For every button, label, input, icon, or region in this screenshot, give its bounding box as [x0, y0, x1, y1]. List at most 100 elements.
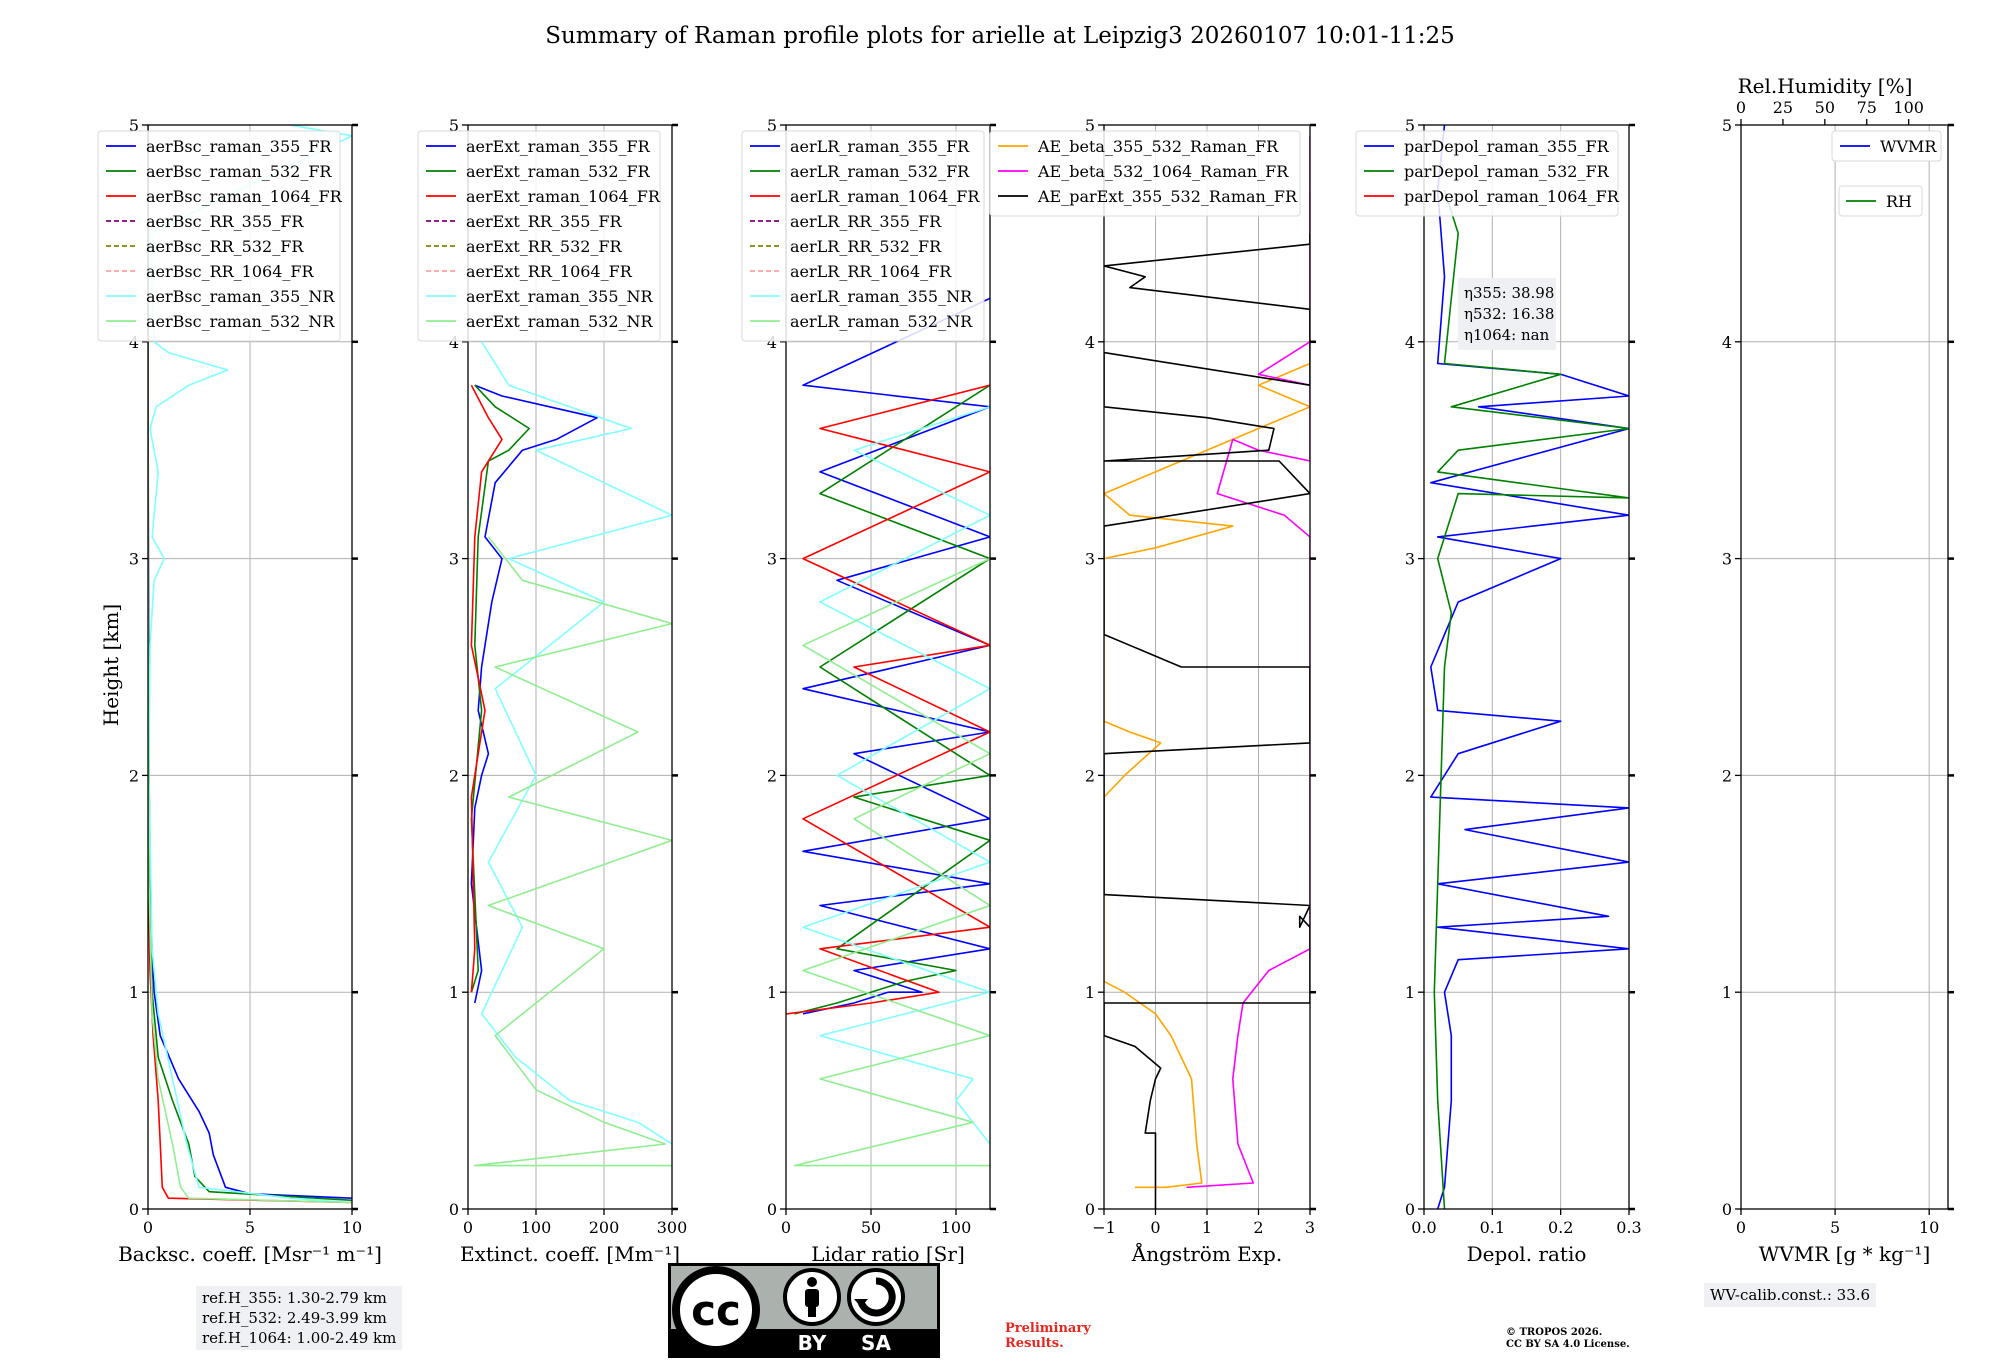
x-tick-label: 300: [657, 1218, 688, 1237]
x-tick-label: −1: [1092, 1218, 1116, 1237]
legend-label: AE_beta_532_1064_Raman_FR: [1037, 162, 1289, 181]
y-tick-label: 3: [449, 550, 459, 569]
legend-label: aerLR_raman_1064_FR: [790, 187, 980, 206]
y-tick-label: 0: [449, 1200, 459, 1219]
legend-label: aerBsc_raman_532_FR: [146, 162, 332, 181]
y-tick-label: 0: [1085, 1200, 1095, 1219]
y-tick-label: 0: [1722, 1200, 1732, 1219]
top-tick-label: 25: [1773, 98, 1793, 117]
y-tick-label: 2: [449, 766, 459, 785]
copyright-line-2: CC BY SA 4.0 License.: [1506, 1339, 1630, 1350]
legend-box: [1831, 130, 1942, 162]
y-tick-label: 5: [449, 116, 459, 135]
y-tick-label: 2: [1405, 766, 1415, 785]
series-line-parDepol_raman_355_FR: [1430, 125, 1629, 1209]
series-line-AE_beta_532_1064_Raman_FR: [1186, 135, 1310, 1189]
eta-value: η1064: nan: [1464, 326, 1550, 344]
y-tick-label: 5: [767, 116, 777, 135]
legend-label: parDepol_raman_532_FR: [1404, 162, 1610, 181]
series-line-parDepol_raman_532_FR: [1433, 189, 1629, 1209]
legend-label: aerBsc_RR_532_FR: [146, 237, 304, 256]
legend-label: aerLR_RR_532_FR: [790, 237, 942, 256]
legend-label: aerLR_RR_355_FR: [790, 212, 942, 231]
x-axis-label: Extinct. coeff. [Mm⁻¹]: [460, 1242, 680, 1266]
legend-label: aerLR_RR_1064_FR: [790, 262, 952, 281]
x-tick-label: 5: [245, 1218, 255, 1237]
legend-label: aerLR_raman_532_FR: [790, 162, 970, 181]
x-tick-label: 3: [1305, 1218, 1315, 1237]
y-tick-label: 5: [1722, 116, 1732, 135]
legend-label: aerBsc_raman_1064_FR: [146, 187, 343, 206]
figure-title: Summary of Raman profile plots for ariel…: [545, 23, 1455, 49]
y-tick-label: 4: [767, 333, 777, 352]
eta-annotation: η355: 38.98 η532: 16.38 η1064: nan: [1458, 278, 1556, 350]
legend-label: aerExt_raman_1064_FR: [466, 187, 661, 206]
legend-box: [1838, 185, 1923, 217]
series-group: [1430, 125, 1629, 1209]
x-axis-label: WVMR [g * kg⁻¹]: [1759, 1242, 1931, 1266]
preliminary-line-2: Results.: [1005, 1336, 1064, 1351]
panel-extinction: 0 1 2 3 4 5 0 100 200 300 Extinct. coeff. [Mm⁻¹] ae…: [417, 116, 688, 1266]
legend-box: [741, 130, 985, 342]
legend-label: aerExt_RR_355_FR: [466, 212, 623, 231]
y-tick-label: 2: [767, 766, 777, 785]
y-tick-label: 4: [449, 333, 459, 352]
legend-label: aerBsc_raman_532_NR: [146, 312, 335, 331]
y-tick-label: 0: [129, 1200, 139, 1219]
y-tick-label: 4: [129, 333, 139, 352]
axes-frame: [467, 124, 673, 1210]
series-line-AE_parExt_355_532_Raman_FR: [1104, 233, 1310, 1209]
y-tick-label: 4: [1722, 333, 1732, 352]
legend: parDepol_raman_355_FR parDepol_raman_532_…: [1355, 130, 1620, 217]
y-tick-label: 4: [1405, 333, 1415, 352]
y-tick-label: 4: [1085, 333, 1095, 352]
x-axis-label: Ångström Exp.: [1131, 1241, 1282, 1266]
series-line-aerExt_raman_1064_FR: [470, 384, 503, 993]
ref-h-355: ref.H_355: 1.30-2.79 km: [202, 1289, 387, 1307]
series-line-AE_beta_355_532_Raman_FR: [1104, 190, 1310, 1189]
series-line-aerBsc_raman_355_NR: [148, 125, 352, 1204]
x-tick-label: 2: [1253, 1218, 1263, 1237]
copyright-line-1: © TROPOS 2026.: [1506, 1327, 1603, 1338]
top-axis-label: Rel.Humidity [%]: [1738, 74, 1913, 98]
x-tick-label: 0.2: [1548, 1218, 1573, 1237]
legend-label: aerLR_raman_532_NR: [790, 312, 973, 331]
legend: AE_beta_355_532_Raman_FR AE_beta_532_1064…: [989, 130, 1301, 217]
x-tick-label: 10: [1919, 1218, 1939, 1237]
y-tick-label: 3: [1085, 550, 1095, 569]
series-line-aerExt_raman_355_NR: [480, 341, 672, 1145]
y-tick-label: 5: [1085, 116, 1095, 135]
series-line-aerExt_raman_532_NR: [474, 536, 672, 1167]
x-tick-label: 0: [143, 1218, 153, 1237]
series-line-aerLR_raman_355_NR: [802, 406, 990, 1145]
legend-label: aerBsc_raman_355_NR: [146, 287, 335, 306]
eta-value: η532: 16.38: [1464, 305, 1554, 323]
series-group: [470, 341, 672, 1167]
y-tick-label: 3: [129, 550, 139, 569]
panel-backscatter: 0 1 2 3 4 5 0 5 10 Backsc. coeff. [Msr⁻¹ m⁻¹] aerB…: [97, 116, 382, 1266]
axes-frame: [1423, 124, 1630, 1210]
axes-frame: [785, 124, 991, 1210]
legend-label: AE_parExt_355_532_Raman_FR: [1037, 187, 1298, 206]
cc-by-label: BY: [798, 1331, 827, 1355]
cc-by-sa-badge: cc BY SA: [668, 1263, 940, 1358]
y-tick-label: 1: [129, 983, 139, 1002]
series-group: [1104, 135, 1310, 1209]
legend-label: aerExt_raman_532_FR: [466, 162, 651, 181]
legend-label: aerLR_raman_355_NR: [790, 287, 973, 306]
y-axis-label: Height [km]: [99, 604, 123, 726]
ref-h-532: ref.H_532: 2.49-3.99 km: [202, 1309, 387, 1327]
ref-h-1064: ref.H_1064: 1.00-2.49 km: [202, 1329, 397, 1347]
x-tick-label: 0.3: [1616, 1218, 1641, 1237]
y-tick-label: 2: [129, 766, 139, 785]
cc-circle-icon: [672, 1266, 760, 1354]
y-tick-label: 2: [1085, 766, 1095, 785]
x-axis-label: Depol. ratio: [1467, 1242, 1587, 1266]
wv-calibration-box: WV-calib.const.: 33.6: [1704, 1283, 1877, 1307]
x-tick-label: 0: [781, 1218, 791, 1237]
y-tick-label: 0: [1405, 1200, 1415, 1219]
